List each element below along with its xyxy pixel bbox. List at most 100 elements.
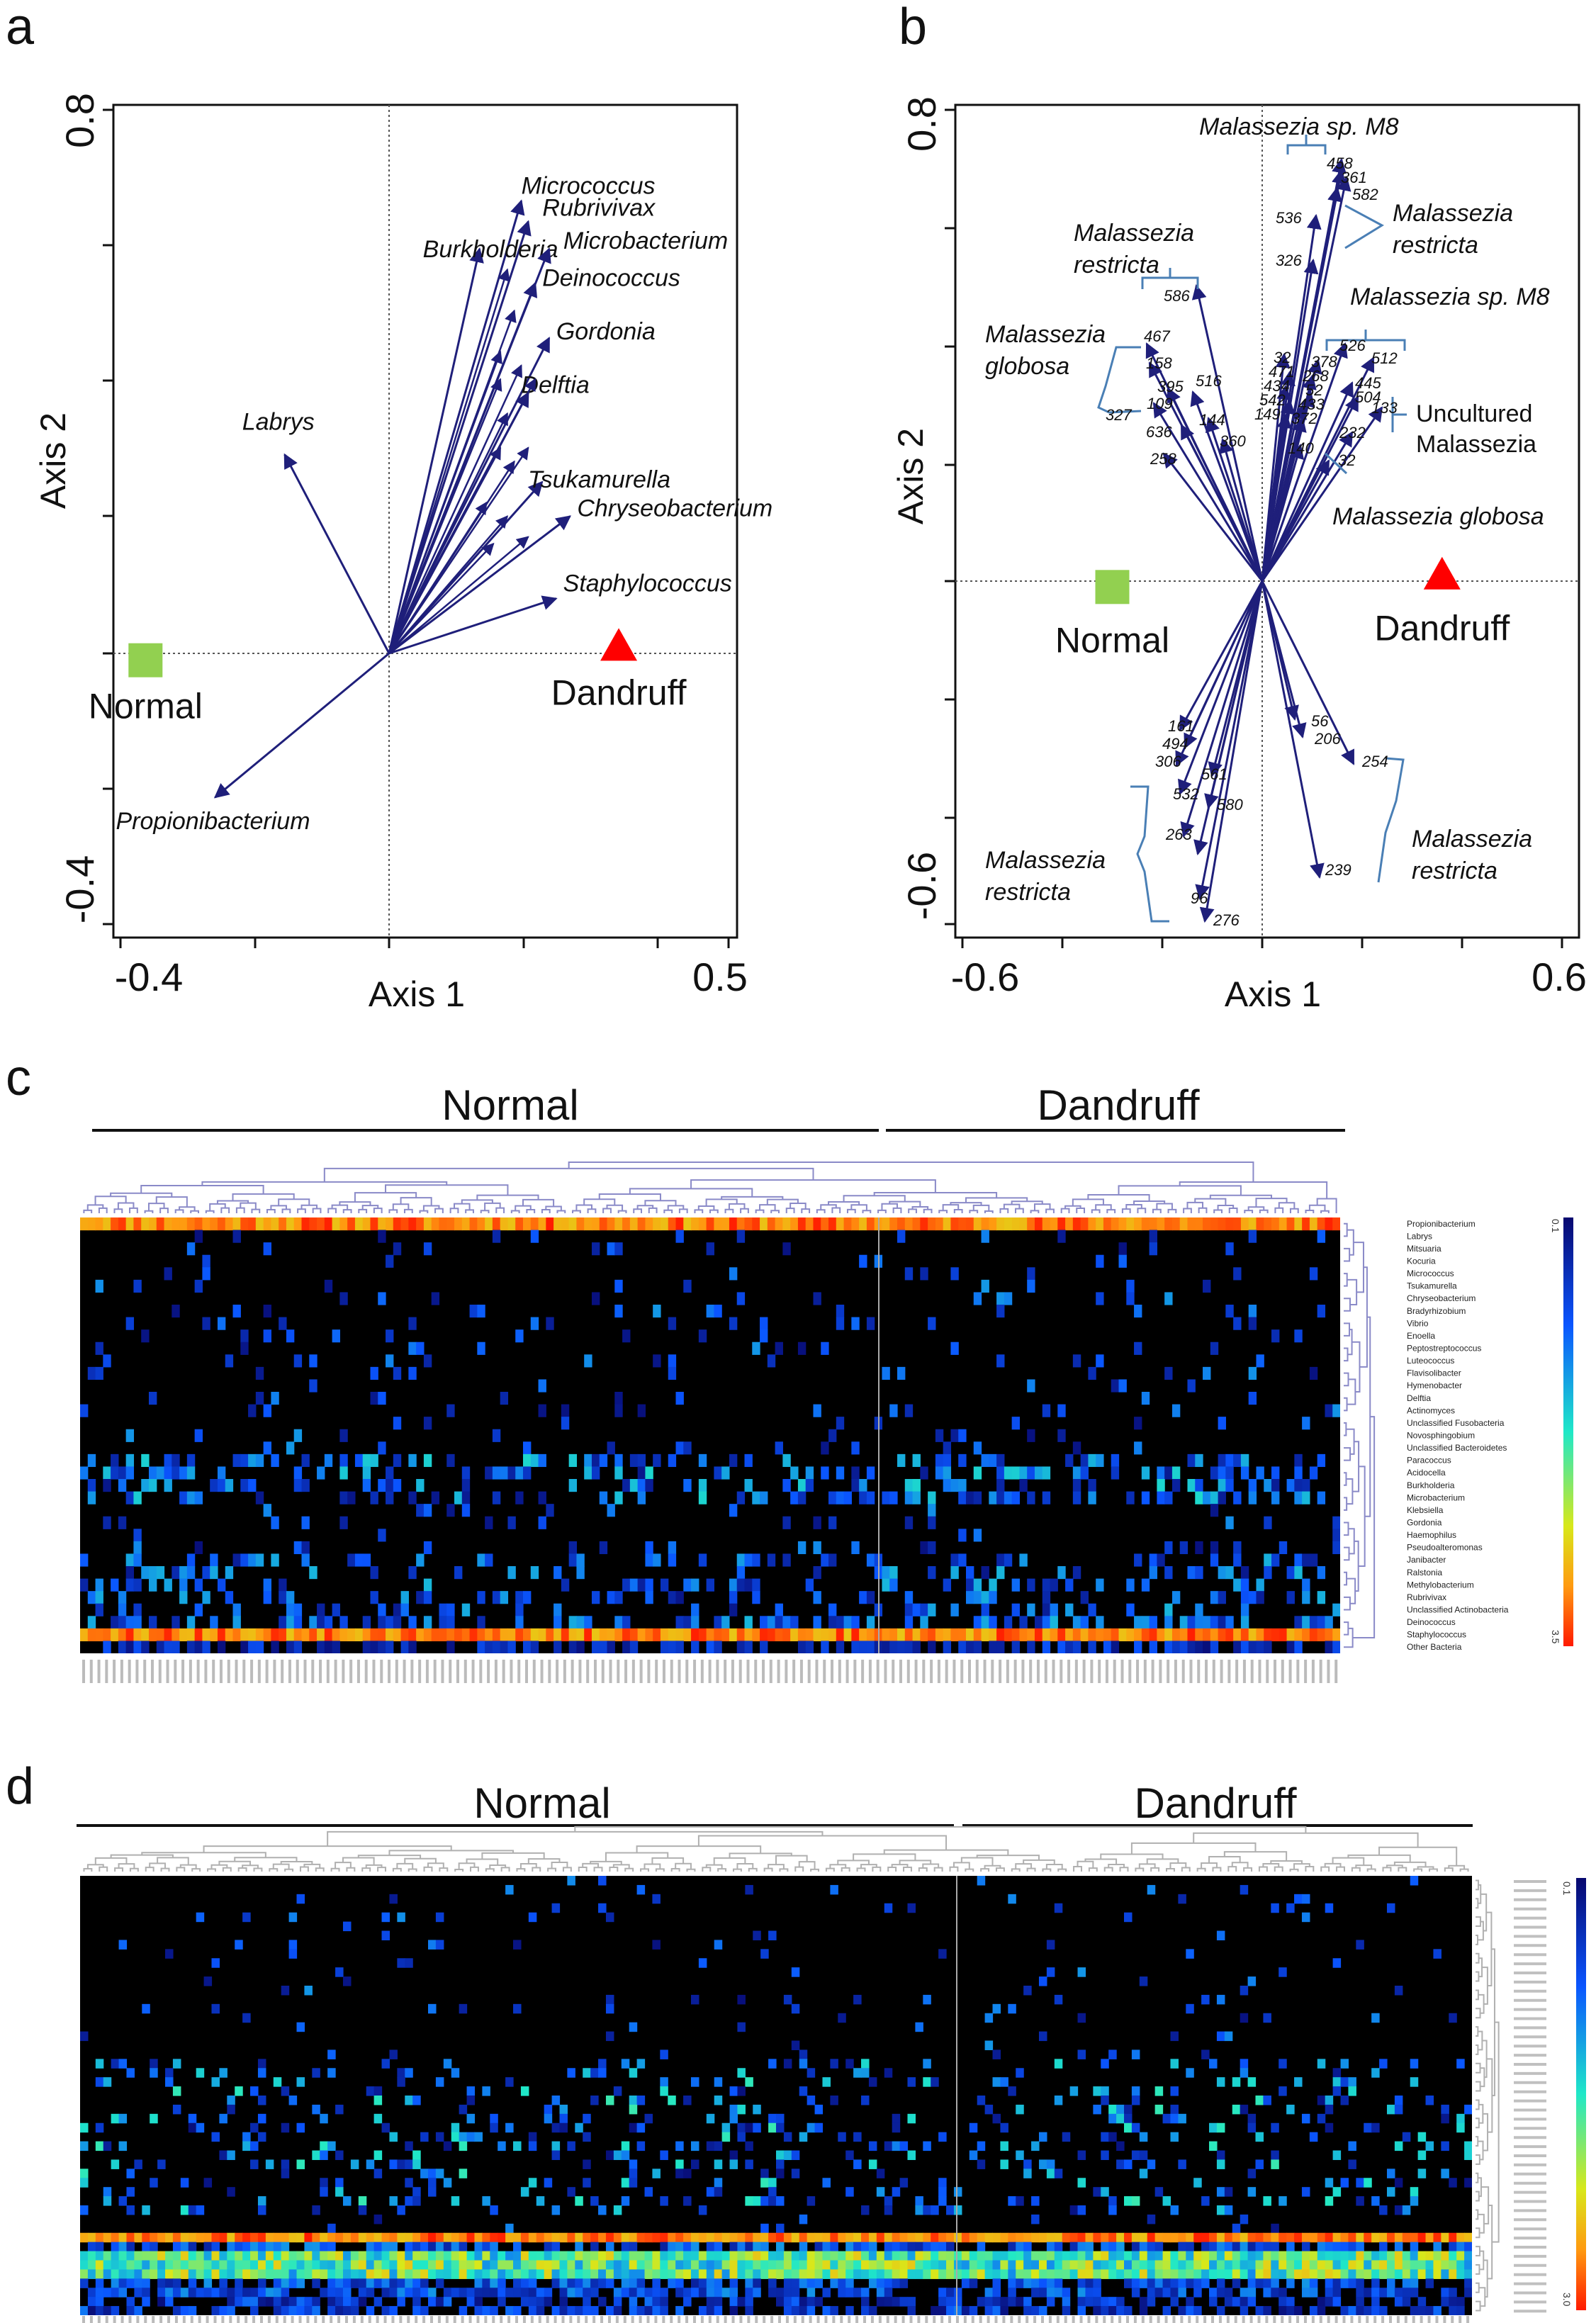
b-num-536: 536 bbox=[1276, 209, 1302, 227]
group-marker-normal bbox=[128, 643, 163, 677]
b-num-433: 433 bbox=[1298, 395, 1325, 413]
panel-d-group-label-dandruff: Dandruff bbox=[1134, 1779, 1296, 1827]
a-arrow-burkholderia bbox=[388, 247, 484, 654]
b-num-306: 306 bbox=[1155, 753, 1181, 770]
c-row-label: Pseudoalteromonas bbox=[1407, 1543, 1483, 1553]
a-arrow-chryseobacterium bbox=[388, 515, 571, 655]
group-marker-dandruff bbox=[600, 628, 638, 661]
b-num-580: 580 bbox=[1217, 796, 1243, 814]
c-row-label: Unclassified Fusobacteria bbox=[1407, 1418, 1505, 1428]
panel-d-column-labels bbox=[82, 2316, 1470, 2323]
panel-c-top-dendrogram bbox=[83, 1162, 1337, 1213]
c-row-label: Peptostreptococcus bbox=[1407, 1344, 1481, 1354]
panel-b-y-axis-label: Axis 2 bbox=[891, 428, 931, 524]
a-arrow-minor bbox=[388, 542, 495, 654]
b-num-516: 516 bbox=[1196, 372, 1222, 390]
b-num-263: 263 bbox=[1165, 826, 1192, 843]
a-label-tsukamurella: Tsukamurella bbox=[528, 466, 670, 493]
a-label-burkholderia: Burkholderia bbox=[423, 236, 558, 263]
a-arrow-minor bbox=[388, 536, 529, 654]
panel-c-heatmap-grid bbox=[80, 1217, 1340, 1653]
panel-b-arrow-number-labels: 458 361 582 536 326 586 467 158 395 516 … bbox=[1106, 154, 1398, 929]
c-row-label: Ralstonia bbox=[1407, 1568, 1442, 1577]
c-row-label: Propionibacterium bbox=[1407, 1219, 1476, 1229]
c-row-label: Methylobacterium bbox=[1407, 1580, 1474, 1590]
b-num-258: 258 bbox=[1150, 450, 1176, 468]
c-row-label: Acidocella bbox=[1407, 1468, 1446, 1478]
panel-b-x-tick-min: -0.6 bbox=[951, 955, 1020, 999]
b-num-378: 378 bbox=[1311, 353, 1337, 371]
c-row-label: Haemophilus bbox=[1407, 1530, 1456, 1540]
b-num-326: 326 bbox=[1276, 252, 1302, 269]
b-num-206: 206 bbox=[1314, 730, 1341, 748]
b-label-malassezia-restricta-left-2: restricta bbox=[1074, 252, 1159, 279]
b-label-malassezia-restricta-bottom-right-2: restricta bbox=[1412, 857, 1497, 884]
a-arrow-minor bbox=[388, 515, 509, 654]
b-num-636: 636 bbox=[1146, 423, 1172, 441]
panel-a-plot-frame bbox=[112, 103, 738, 939]
c-row-label: Rubrivivax bbox=[1407, 1592, 1446, 1602]
b-label-malassezia-restricta-right-2: restricta bbox=[1393, 232, 1478, 259]
c-row-label: Tsukamurella bbox=[1407, 1281, 1457, 1291]
a-arrow-minor bbox=[388, 378, 502, 654]
c-row-label: Paracoccus bbox=[1407, 1456, 1451, 1466]
b-num-133: 133 bbox=[1371, 399, 1398, 417]
c-row-label: Labrys bbox=[1407, 1231, 1432, 1241]
a-arrow-minor bbox=[388, 268, 510, 654]
c-row-label: Burkholderia bbox=[1407, 1480, 1455, 1490]
panel-d-color-scale bbox=[1576, 1878, 1586, 2310]
b-label-malassezia-restricta-right-1: Malassezia bbox=[1393, 200, 1513, 227]
a-label-propionibacterium: Propionibacterium bbox=[116, 808, 310, 835]
a-arrow-rubrivivax bbox=[388, 220, 532, 654]
c-row-label: Enoella bbox=[1407, 1331, 1435, 1341]
a-label-micrococcus: Micrococcus bbox=[522, 172, 656, 199]
a-label-microbacterium: Microbacterium bbox=[563, 227, 728, 254]
b-num-360: 360 bbox=[1220, 432, 1246, 450]
a-arrow-minor bbox=[388, 350, 502, 654]
panel-b-x-tick-max: 0.6 bbox=[1532, 955, 1587, 999]
c-row-label: Delftia bbox=[1407, 1393, 1431, 1403]
panel-c-color-scale bbox=[1563, 1217, 1573, 1646]
a-arrow-minor bbox=[388, 501, 488, 654]
b-num-586: 586 bbox=[1164, 287, 1190, 305]
b-num-445: 445 bbox=[1355, 374, 1381, 392]
b-label-uncultured-malassezia-2: Malassezia bbox=[1416, 431, 1536, 458]
panel-a-ordination-bacteria: a -0.4 0.5 0.8 -0.4 Axis 1 Axis 2 Microc… bbox=[6, 0, 772, 1014]
panel-d-heatmap-grid bbox=[80, 1876, 1472, 2315]
b-num-96: 96 bbox=[1191, 889, 1208, 907]
panel-b-species-labels: Malassezia sp. M8 Malassezia restricta M… bbox=[985, 113, 1550, 906]
c-row-label: Micrococcus bbox=[1407, 1269, 1454, 1278]
c-row-label: Chryseobacterium bbox=[1407, 1293, 1476, 1303]
c-row-label: Novosphingobium bbox=[1407, 1431, 1475, 1441]
a-label-gordonia: Gordonia bbox=[556, 318, 656, 345]
panel-b-brackets bbox=[1097, 135, 1407, 923]
c-row-label: Deinococcus bbox=[1407, 1617, 1456, 1627]
b-num-361: 361 bbox=[1341, 169, 1367, 186]
panel-c-column-labels bbox=[82, 1660, 1338, 1683]
b-num-144: 144 bbox=[1199, 411, 1225, 429]
panel-d-right-dendrogram bbox=[1476, 1879, 1500, 2312]
panel-b-ordination-fungi: b -0.6 0.6 0.8 -0.6 Axis 1 Axis 2 bbox=[891, 0, 1587, 1014]
panel-d-group-label-normal: Normal bbox=[473, 1779, 610, 1827]
b-num-109: 109 bbox=[1147, 395, 1173, 412]
c-row-label: Actinomyces bbox=[1407, 1405, 1455, 1415]
panel-d-top-dendrogram bbox=[83, 1826, 1469, 1872]
panel-c-right-dendrogram bbox=[1344, 1222, 1376, 1648]
b-label-malassezia-sp-m8-mid: Malassezia sp. M8 bbox=[1350, 283, 1550, 310]
panel-a-x-tick-max: 0.5 bbox=[692, 955, 748, 999]
c-row-label: Bradyrhizobium bbox=[1407, 1306, 1466, 1316]
b-num-458: 458 bbox=[1327, 154, 1353, 172]
c-row-label: Other Bacteria bbox=[1407, 1642, 1462, 1652]
panel-b-arrows bbox=[1145, 157, 1383, 923]
c-row-label: Mitsuaria bbox=[1407, 1244, 1442, 1254]
panel-c-scale-max: 3.5 bbox=[1550, 1630, 1561, 1644]
panel-letter-b: b bbox=[899, 0, 927, 55]
panel-b-plot-frame bbox=[954, 103, 1580, 939]
b-num-32b: 32 bbox=[1338, 451, 1355, 469]
b-num-561: 561 bbox=[1201, 765, 1227, 783]
b-num-542: 542 bbox=[1259, 391, 1286, 409]
panel-letter-a: a bbox=[6, 0, 35, 55]
panel-d-row-labels bbox=[1514, 1880, 1546, 2313]
a-label-rubrivivax: Rubrivivax bbox=[542, 194, 656, 221]
